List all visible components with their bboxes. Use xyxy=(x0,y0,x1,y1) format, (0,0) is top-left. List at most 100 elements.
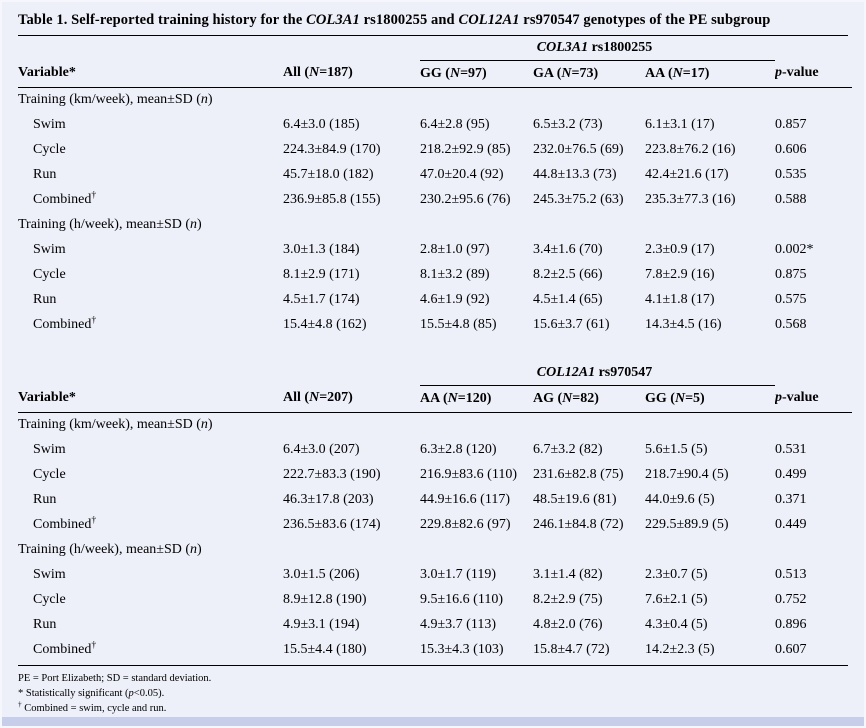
data-row: Swim 6.4±3.0 (185) 6.4±2.8 (95) 6.5±3.2 (73… xyxy=(18,112,852,137)
row-variable: Run xyxy=(33,491,57,507)
training-history-table: COL3A1 rs1800255 Variable* All (N=187) GG (… xyxy=(18,36,853,662)
row-value: 246.1±84.8 (72) xyxy=(533,516,624,532)
panel-spacer-cell xyxy=(18,337,852,361)
row-value: 45.7±18.0 (182) xyxy=(283,166,374,182)
row-value: 245.3±75.2 (63) xyxy=(533,191,624,207)
data-row: Combined† 15.5±4.4 (180) 15.3±4.3 (103) 15.… xyxy=(18,637,852,662)
data-row: Cycle 8.1±2.9 (171) 8.1±3.2 (89) 8.2±2.5 (6… xyxy=(18,262,852,287)
row-value: 8.1±2.9 (171) xyxy=(283,266,360,282)
section-row: Training (km/week), mean±SD (n) xyxy=(18,412,852,437)
column-header: GA (N=73) xyxy=(533,60,645,88)
row-pvalue: 0.896 xyxy=(775,616,807,632)
row-variable: Run xyxy=(33,166,57,182)
column-header: AA (N=17) xyxy=(645,60,776,88)
spanner-blank xyxy=(775,361,852,385)
column-header: All (N=187) xyxy=(283,60,420,88)
row-pvalue: 0.449 xyxy=(775,516,807,532)
section-label: Training (h/week), mean±SD (n) xyxy=(18,541,202,557)
footnote-significance: * Statistically significant (p<0.05). xyxy=(18,688,165,699)
row-value: 4.3±0.4 (5) xyxy=(645,616,708,632)
data-row: Run 46.3±17.8 (203) 44.9±16.6 (117) 48.5±19… xyxy=(18,487,852,512)
data-row: Combined† 236.9±85.8 (155) 230.2±95.6 (76)… xyxy=(18,187,852,212)
footnotes: PE = Port Elizabeth; SD = standard devia… xyxy=(18,665,848,716)
row-value: 4.9±3.1 (194) xyxy=(283,616,360,632)
row-value: 229.8±82.6 (97) xyxy=(420,516,511,532)
row-value: 14.3±4.5 (16) xyxy=(645,316,722,332)
data-row: Run 4.9±3.1 (194) 4.9±3.7 (113) 4.8±2.0 (76… xyxy=(18,612,852,637)
gene-spanner: COL3A1 rs1800255 xyxy=(420,36,776,61)
data-row: Swim 6.4±3.0 (207) 6.3±2.8 (120) 6.7±3.2 (8… xyxy=(18,437,852,462)
row-variable: Swim xyxy=(33,241,66,257)
row-pvalue: 0.875 xyxy=(775,266,807,282)
column-header: GG (N=5) xyxy=(645,385,776,413)
row-value: 6.4±2.8 (95) xyxy=(420,116,490,132)
row-value: 4.6±1.9 (92) xyxy=(420,291,490,307)
row-value: 4.9±3.7 (113) xyxy=(420,616,496,632)
data-row: Combined† 236.5±83.6 (174) 229.8±82.6 (97)… xyxy=(18,512,852,537)
data-row: Swim 3.0±1.5 (206) 3.0±1.7 (119) 3.1±1.4 (8… xyxy=(18,562,852,587)
row-value: 15.8±4.7 (72) xyxy=(533,641,610,657)
table-body: COL3A1 rs1800255 Variable* All (N=187) GG (… xyxy=(18,36,853,662)
row-variable: Swim xyxy=(33,116,66,132)
data-row: Swim 3.0±1.3 (184) 2.8±1.0 (97) 3.4±1.6 (70… xyxy=(18,237,852,262)
section-row: Training (h/week), mean±SD (n) xyxy=(18,212,852,237)
row-value: 44.9±16.6 (117) xyxy=(420,491,510,507)
footnote-combined: † Combined = swim, cycle and run. xyxy=(18,699,167,714)
row-value: 216.9±83.6 (110) xyxy=(420,466,517,482)
row-value: 232.0±76.5 (69) xyxy=(533,141,624,157)
row-pvalue: 0.607 xyxy=(775,641,807,657)
section-label: Training (km/week), mean±SD (n) xyxy=(18,416,213,432)
row-value: 9.5±16.6 (110) xyxy=(420,591,503,607)
row-value: 2.3±0.9 (17) xyxy=(645,241,715,257)
section-row: Training (km/week), mean±SD (n) xyxy=(18,87,852,112)
row-pvalue: 0.499 xyxy=(775,466,807,482)
spanner-blank xyxy=(18,361,283,385)
row-value: 218.2±92.9 (85) xyxy=(420,141,511,157)
row-value: 222.7±83.3 (190) xyxy=(283,466,381,482)
row-value: 8.9±12.8 (190) xyxy=(283,591,367,607)
column-header: p-value xyxy=(775,60,853,88)
column-header: AG (N=82) xyxy=(533,385,645,413)
table-title: Table 1. Self-reported training history … xyxy=(18,7,848,36)
column-header: Variable* xyxy=(18,60,283,88)
row-variable: Combined† xyxy=(33,638,97,657)
row-pvalue: 0.857 xyxy=(775,116,807,132)
row-variable: Run xyxy=(33,616,57,632)
section-label: Training (h/week), mean±SD (n) xyxy=(18,216,202,232)
row-variable: Cycle xyxy=(33,591,66,607)
row-value: 46.3±17.8 (203) xyxy=(283,491,374,507)
row-pvalue: 0.606 xyxy=(775,141,807,157)
row-pvalue: 0.568 xyxy=(775,316,807,332)
row-value: 4.5±1.4 (65) xyxy=(533,291,603,307)
data-row: Combined† 15.4±4.8 (162) 15.5±4.8 (85) 15.6… xyxy=(18,312,852,337)
row-variable: Cycle xyxy=(33,466,66,482)
row-value: 4.5±1.7 (174) xyxy=(283,291,360,307)
row-pvalue: 0.575 xyxy=(775,291,807,307)
row-value: 8.2±2.5 (66) xyxy=(533,266,603,282)
row-pvalue: 0.752 xyxy=(775,591,807,607)
row-pvalue: 0.588 xyxy=(775,191,807,207)
row-variable: Cycle xyxy=(33,266,66,282)
row-value: 229.5±89.9 (5) xyxy=(645,516,729,532)
row-value: 8.2±2.9 (75) xyxy=(533,591,603,607)
row-variable: Combined† xyxy=(33,313,97,332)
row-pvalue: 0.535 xyxy=(775,166,807,182)
row-value: 42.4±21.6 (17) xyxy=(645,166,729,182)
row-value: 7.6±2.1 (5) xyxy=(645,591,708,607)
row-value: 6.4±3.0 (207) xyxy=(283,441,360,457)
column-header: GG (N=97) xyxy=(420,60,533,88)
header-row: Variable* All (N=207) AA (N=120) AG (N=82) G… xyxy=(18,385,853,413)
data-row: Run 45.7±18.0 (182) 47.0±20.4 (92) 44.8±13.… xyxy=(18,162,852,187)
row-value: 15.4±4.8 (162) xyxy=(283,316,367,332)
row-value: 48.5±19.6 (81) xyxy=(533,491,617,507)
header-row: Variable* All (N=187) GG (N=97) GA (N=73) AA… xyxy=(18,60,853,88)
table-container: Table 1. Self-reported training history … xyxy=(2,2,864,716)
row-value: 15.3±4.3 (103) xyxy=(420,641,504,657)
row-value: 44.0±9.6 (5) xyxy=(645,491,715,507)
spanner-blank xyxy=(283,36,420,60)
row-value: 4.8±2.0 (76) xyxy=(533,616,603,632)
row-value: 15.5±4.8 (85) xyxy=(420,316,497,332)
row-value: 7.8±2.9 (16) xyxy=(645,266,715,282)
column-header: All (N=207) xyxy=(283,385,420,413)
row-value: 6.7±3.2 (82) xyxy=(533,441,603,457)
